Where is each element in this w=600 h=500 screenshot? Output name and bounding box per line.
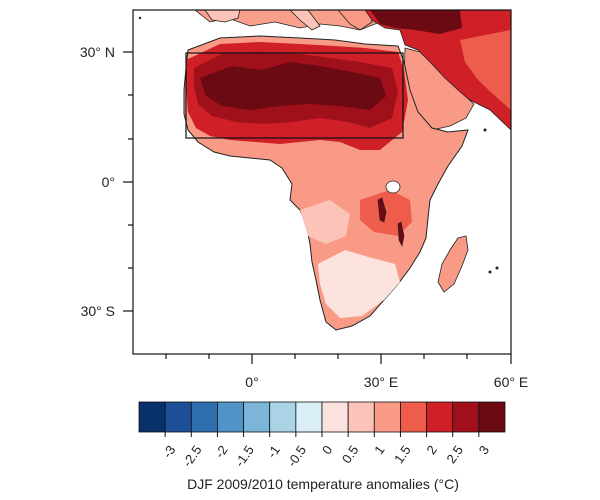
colorbar-swatch <box>400 401 427 433</box>
colorbar-swatch <box>164 401 192 433</box>
island-speck <box>138 16 142 20</box>
iran-region <box>460 30 511 110</box>
colorbar-tick-label: -3 <box>160 443 179 461</box>
colorbar-swatch <box>478 401 506 433</box>
colorbar-tick-label: 2.5 <box>443 443 466 466</box>
colorbar-tick-label: 0 <box>319 443 335 458</box>
colorbar-tick-label: -2 <box>212 443 231 461</box>
colorbar-swatch <box>190 401 218 433</box>
lon-tick-label-0: 0° <box>245 374 258 390</box>
lake-victoria <box>385 180 401 194</box>
colorbar: -3 -2.5 -2 -1.5 -1 -0.5 0 0.5 1 1.5 2 2.5 3 <box>138 401 506 470</box>
colorbar-swatch <box>321 401 349 433</box>
lake-tanganyika <box>377 197 387 223</box>
colorbar-tick-label: -1 <box>264 443 283 461</box>
colorbar-swatch <box>138 401 166 433</box>
colorbar-swatch <box>217 401 244 433</box>
italy-landmass <box>289 10 321 31</box>
sahara-extreme-core <box>200 62 386 110</box>
turkey-dark-region <box>370 10 462 34</box>
colorbar-swatch <box>373 401 401 433</box>
colorbar-swatch <box>295 401 323 433</box>
longitude-axis <box>165 354 512 364</box>
iberia-landmass <box>204 10 241 23</box>
colorbar-caption: DJF 2009/2010 temperature anomalies (°C) <box>187 476 459 492</box>
island-speck <box>488 270 492 274</box>
colorbar-tick-label: 1.5 <box>391 443 414 466</box>
greece-landmass <box>337 10 373 31</box>
lon-tick-label-60e: 60° E <box>494 374 528 390</box>
lat-tick-label-0: 0° <box>102 174 115 190</box>
island-speck <box>495 266 499 270</box>
lat-tick-label-30s: 30° S <box>81 303 115 319</box>
island-speck <box>483 128 487 132</box>
lon-tick-label-30e: 30° E <box>364 374 398 390</box>
colorbar-tick-label: 2 <box>423 443 439 458</box>
colorbar-tick-label: -2.5 <box>179 443 204 470</box>
madagascar-landmass <box>437 235 469 293</box>
colorbar-swatch <box>347 401 375 433</box>
lake-malawi <box>397 221 405 247</box>
congo-patch <box>300 200 350 244</box>
map-panel <box>133 10 511 354</box>
colorbar-swatch <box>452 401 480 433</box>
colorbar-swatch <box>426 401 454 433</box>
colorbar-tick-label: 0.5 <box>339 443 362 466</box>
lat-tick-label-30n: 30° N <box>80 44 115 60</box>
latitude-axis <box>123 51 133 312</box>
study-region-box <box>185 52 404 139</box>
colorbar-tick-label: 1 <box>371 443 387 458</box>
colorbar-swatch <box>269 401 297 433</box>
colorbar-tick-label: -0.5 <box>284 443 309 470</box>
colorbar-tick-label: 3 <box>476 443 492 458</box>
southern-africa-cool <box>318 250 400 318</box>
colorbar-tick-label: -1.5 <box>232 443 257 470</box>
colorbar-swatch <box>243 401 271 433</box>
